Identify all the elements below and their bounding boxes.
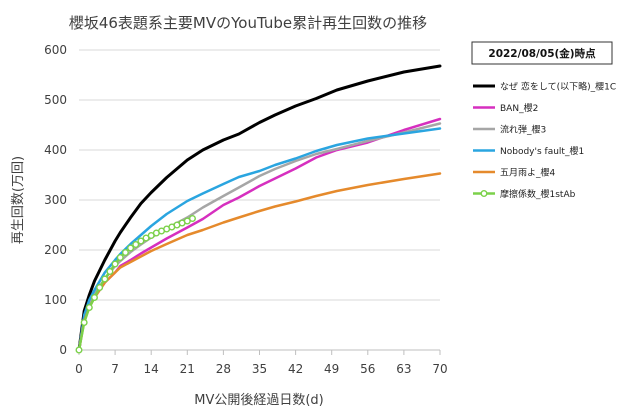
date-annotation-box <box>471 41 613 65</box>
y-tick-label: 0 <box>59 343 67 357</box>
series-line <box>77 127 442 352</box>
x-tick-label: 70 <box>432 362 447 376</box>
legend-label: 流れ弾_櫻3 <box>500 124 546 136</box>
series-line <box>77 117 442 352</box>
legend-label: BAN_櫻2 <box>500 102 538 114</box>
series-point <box>111 260 119 268</box>
y-tick-label: 500 <box>44 93 67 107</box>
x-tick-label: 7 <box>111 362 119 376</box>
gridlines <box>79 49 440 301</box>
x-axis-title: MV公開後経過日数(d) <box>194 393 324 408</box>
x-tick-label: 0 <box>75 362 83 376</box>
x-tick-label: 21 <box>180 362 195 376</box>
legend-label: なぜ 恋をして(以下略)_櫻1C <box>500 81 616 93</box>
series-point <box>137 237 145 245</box>
series-point <box>85 304 93 312</box>
y-tick-label: 400 <box>44 143 67 157</box>
x-tick-label: 35 <box>252 362 267 376</box>
x-tick-label: 28 <box>216 362 231 376</box>
y-axis-title: 再生回数(万回) <box>11 156 26 244</box>
y-tick-label: 200 <box>44 243 67 257</box>
legend-label: Nobody's fault_櫻1 <box>500 145 584 157</box>
x-tick-label: 14 <box>144 362 159 376</box>
series-point <box>80 319 88 327</box>
y-tick-label: 600 <box>44 43 67 57</box>
series-point <box>90 294 98 302</box>
axes <box>78 349 441 355</box>
legend-label: 五月雨よ_櫻4 <box>500 167 556 179</box>
series-line <box>77 64 442 352</box>
legend-label: 摩擦係数_櫻1stAb <box>500 188 576 200</box>
x-tick-label: 42 <box>288 362 303 376</box>
chart-title: 櫻坂46表題系主要MVのYouTube累計再生回数の推移 <box>69 14 427 32</box>
series-point <box>132 240 140 248</box>
series-point <box>106 268 114 276</box>
y-tick-labels: 0 100 200 300 400 500 600 <box>44 43 67 357</box>
series-point <box>116 253 124 261</box>
series-line <box>77 122 442 352</box>
series-point <box>101 275 109 283</box>
y-tick-label: 300 <box>44 193 67 207</box>
series-point <box>121 248 129 256</box>
legend: なぜ 恋をして(以下略)_櫻1C BAN_櫻2 流れ弾_櫻3 Nobody's fau… <box>473 81 616 200</box>
series-lines <box>75 64 442 354</box>
series-point <box>188 214 196 222</box>
series-point <box>75 346 83 354</box>
x-tick-label: 63 <box>396 362 411 376</box>
x-tick-labels: 0 7 14 21 28 35 42 49 56 63 70 <box>75 362 447 376</box>
series-point <box>127 244 135 252</box>
x-tick-label: 56 <box>360 362 375 376</box>
date-annotation: 2022/08/05(金)時点 <box>471 41 613 65</box>
date-annotation-text: 2022/08/05(金)時点 <box>488 47 596 60</box>
series-point <box>96 284 104 292</box>
x-tick-label: 49 <box>324 362 339 376</box>
legend-marker <box>480 189 488 197</box>
y-tick-label: 100 <box>44 293 67 307</box>
